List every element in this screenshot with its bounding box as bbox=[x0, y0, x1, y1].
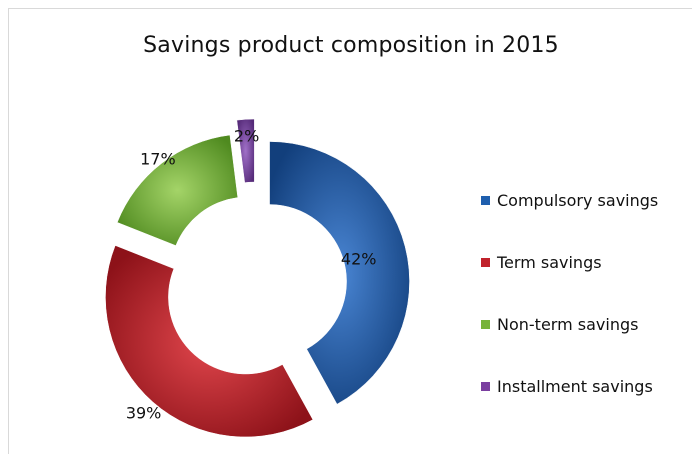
data-label-compulsory: 42% bbox=[341, 250, 377, 269]
legend-swatch-term bbox=[481, 258, 490, 267]
data-label-non-term: 17% bbox=[140, 150, 176, 169]
slice-non-term bbox=[116, 134, 239, 246]
legend-item-non-term: Non-term savings bbox=[481, 315, 691, 377]
slice-installment bbox=[236, 118, 255, 183]
legend-swatch-non-term bbox=[481, 320, 490, 329]
chart-title: Savings product composition in 2015 bbox=[143, 33, 559, 58]
data-label-term: 39% bbox=[126, 404, 162, 423]
legend-label-installment: Installment savings bbox=[497, 377, 653, 396]
legend-swatch-installment bbox=[481, 382, 490, 391]
legend-item-compulsory: Compulsory savings bbox=[481, 191, 691, 253]
legend-label-term: Term savings bbox=[497, 253, 602, 272]
data-label-installment: 2% bbox=[234, 126, 259, 145]
legend-label-non-term: Non-term savings bbox=[497, 315, 639, 334]
donut-chart: 42% 39% 17% 2% bbox=[105, 118, 410, 438]
legend: Compulsory savings Term savings Non-term… bbox=[481, 191, 691, 439]
legend-item-installment: Installment savings bbox=[481, 377, 691, 439]
slice-term bbox=[105, 245, 314, 438]
legend-item-term: Term savings bbox=[481, 253, 691, 315]
legend-label-compulsory: Compulsory savings bbox=[497, 191, 659, 210]
legend-swatch-compulsory bbox=[481, 196, 490, 205]
chart-area: Savings product composition in 2015 42% 3… bbox=[8, 8, 692, 454]
slice-compulsory bbox=[269, 141, 410, 405]
